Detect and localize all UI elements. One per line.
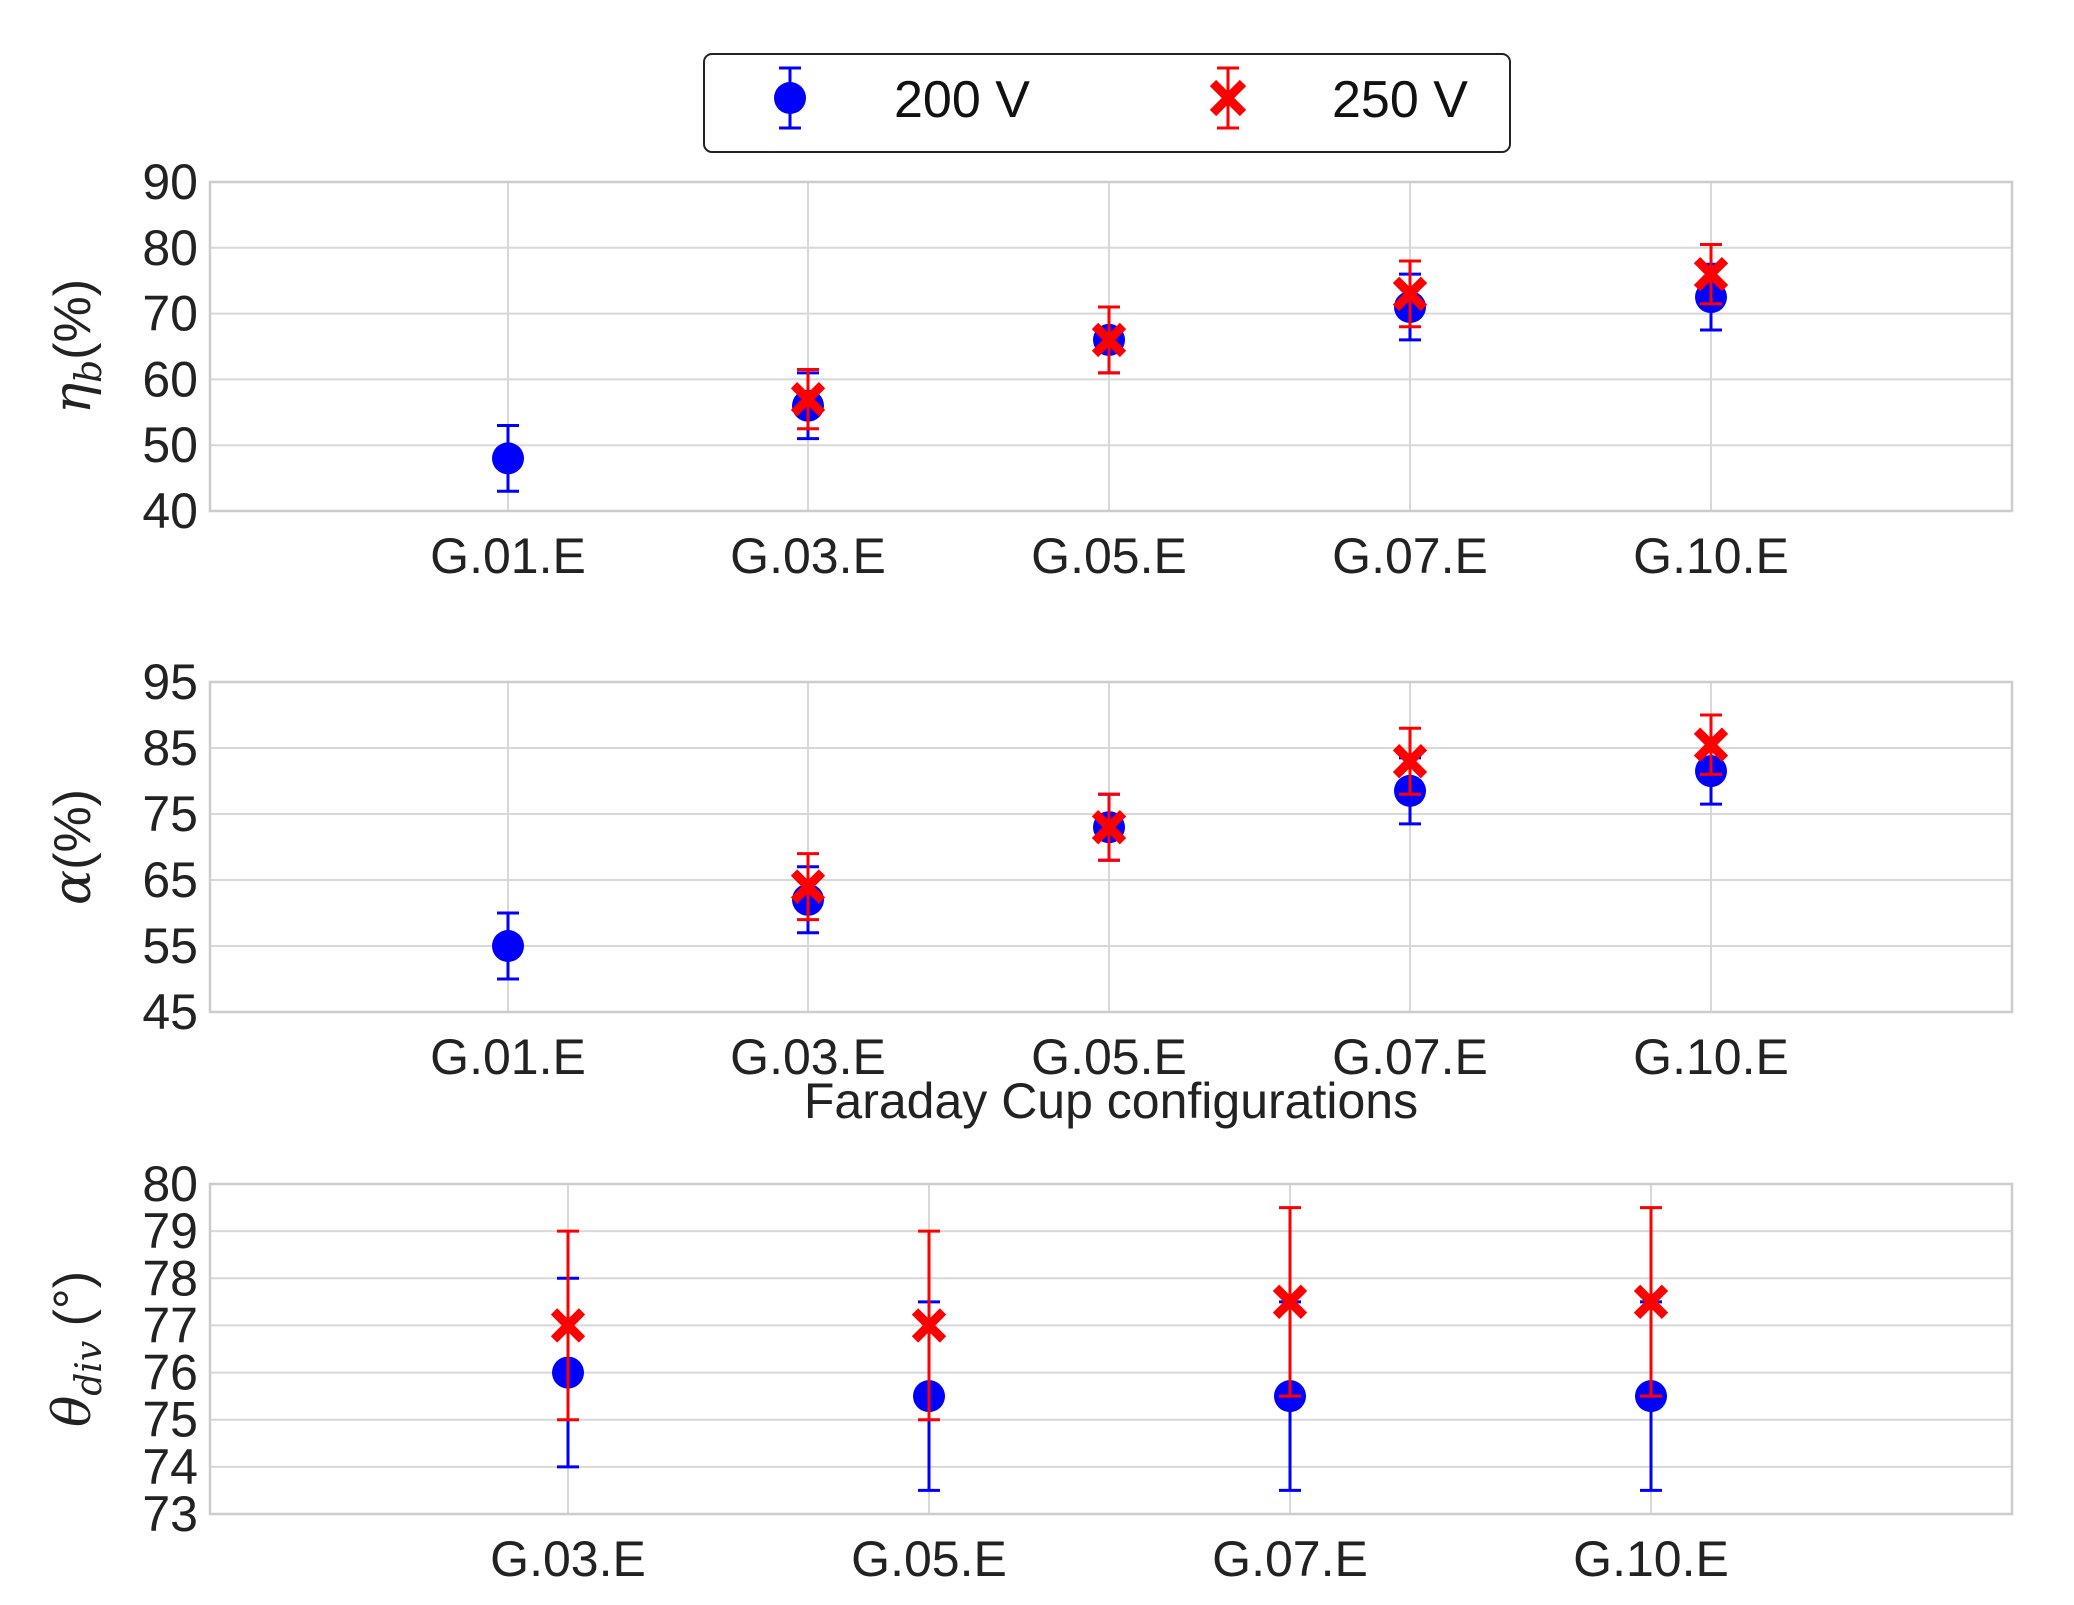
y-tick-label: 75 bbox=[142, 786, 198, 842]
data-point bbox=[1091, 810, 1127, 845]
y-tick-label: 95 bbox=[142, 654, 198, 710]
y-tick-label: 80 bbox=[142, 220, 198, 276]
x-tick-label: G.07.E bbox=[1212, 1531, 1368, 1587]
y-tick-label: 73 bbox=[142, 1486, 198, 1542]
y-tick-label: 50 bbox=[142, 417, 198, 473]
y-tick-label: 90 bbox=[142, 154, 198, 210]
y-axis-label: θdiv (°) bbox=[43, 1271, 110, 1427]
x-tick-label: G.01.E bbox=[430, 528, 586, 584]
y-tick-label: 76 bbox=[142, 1345, 198, 1401]
data-point bbox=[1693, 256, 1729, 292]
y-tick-label: 70 bbox=[142, 286, 198, 342]
data-point bbox=[1392, 744, 1428, 779]
data-point bbox=[492, 930, 524, 962]
x-axis-label: Faraday Cup configurations bbox=[804, 1073, 1418, 1129]
data-point bbox=[911, 1308, 947, 1343]
x-tick-label: G.05.E bbox=[1031, 1029, 1187, 1085]
plot-frame bbox=[208, 680, 2014, 1014]
data-point bbox=[1633, 1284, 1669, 1320]
plot-frame bbox=[208, 180, 2014, 513]
plot-area bbox=[210, 1184, 2012, 1514]
x-tick-label: G.03.E bbox=[490, 1531, 646, 1587]
y-tick-label: 65 bbox=[142, 852, 198, 908]
legend-200v-marker bbox=[774, 82, 806, 114]
y-tick-label: 40 bbox=[142, 483, 198, 539]
plot-area bbox=[210, 682, 2012, 1012]
legend-box bbox=[703, 53, 1511, 153]
legend: 200 V 250 V bbox=[703, 53, 1511, 153]
x-tick-label: G.05.E bbox=[851, 1531, 1007, 1587]
y-axis-label: α(%) bbox=[43, 789, 103, 905]
series-250v bbox=[550, 1206, 1669, 1422]
legend-200v-label: 200 V bbox=[894, 71, 1030, 129]
x-tick-label: G.03.E bbox=[730, 528, 886, 584]
data-point bbox=[790, 869, 826, 904]
series-250v bbox=[790, 243, 1729, 431]
data-point bbox=[1272, 1284, 1308, 1320]
series-250v bbox=[790, 713, 1729, 922]
data-point bbox=[550, 1308, 586, 1343]
y-tick-label: 75 bbox=[142, 1392, 198, 1448]
y-tick-label: 77 bbox=[142, 1297, 198, 1353]
y-tick-label: 80 bbox=[142, 1156, 198, 1212]
y-tick-label: 78 bbox=[142, 1250, 198, 1306]
x-tick-label: G.01.E bbox=[430, 1029, 586, 1085]
x-tick-label: G.07.E bbox=[1332, 1029, 1488, 1085]
x-tick-label: G.10.E bbox=[1633, 528, 1789, 584]
y-axis-label: ηb(%) bbox=[43, 279, 110, 414]
data-point bbox=[1392, 276, 1428, 312]
plot-frame bbox=[208, 1182, 2014, 1516]
data-point bbox=[492, 442, 524, 475]
panel-eta-b: 40 50 60 70 80 90 G.01.E G.03.E G.05.E G.07.E G.10… bbox=[43, 154, 2014, 584]
y-tick-label: 45 bbox=[142, 984, 198, 1040]
y-tick-label: 79 bbox=[142, 1203, 198, 1259]
legend-250v-label: 250 V bbox=[1332, 71, 1468, 129]
y-tick-label: 85 bbox=[142, 720, 198, 776]
legend-entry-250v: 250 V bbox=[1209, 66, 1468, 130]
x-tick-label: G.10.E bbox=[1633, 1029, 1789, 1085]
legend-entry-200v: 200 V bbox=[774, 66, 1030, 130]
y-tick-label: 74 bbox=[142, 1439, 198, 1495]
y-tick-label: 55 bbox=[142, 918, 198, 974]
data-point bbox=[1693, 727, 1729, 762]
x-tick-label: G.10.E bbox=[1573, 1531, 1729, 1587]
x-tick-label: G.05.E bbox=[1031, 528, 1187, 584]
x-tick-label: G.03.E bbox=[730, 1029, 886, 1085]
legend-250v-marker bbox=[1209, 79, 1247, 117]
x-tick-label: G.07.E bbox=[1332, 528, 1488, 584]
y-tick-label: 60 bbox=[142, 351, 198, 407]
data-point bbox=[1091, 322, 1127, 358]
data-point bbox=[790, 381, 826, 417]
panel-alpha: 45 55 65 75 85 95 G.01.E G.03.E G.05.E G.07.E G.10… bbox=[43, 654, 2014, 1129]
